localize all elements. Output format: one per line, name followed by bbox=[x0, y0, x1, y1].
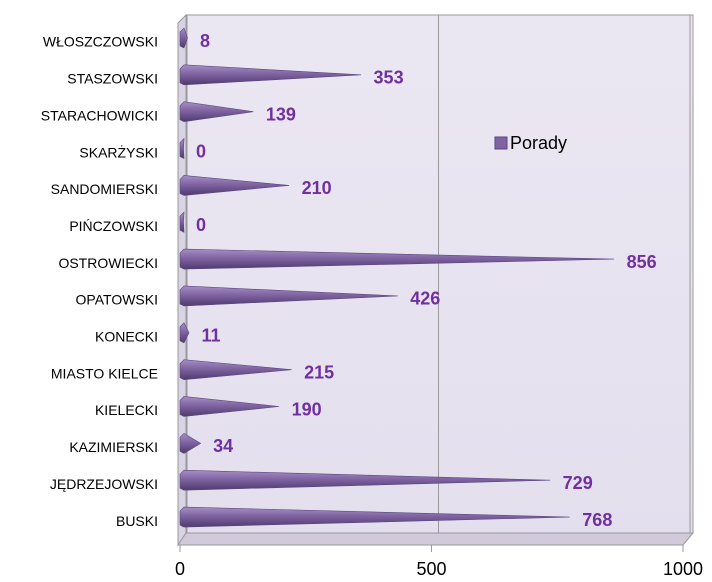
x-tick-label: 0 bbox=[175, 559, 185, 579]
value-label: 353 bbox=[374, 68, 404, 88]
y-tick-label: KONECKI bbox=[95, 329, 158, 345]
value-label: 210 bbox=[302, 178, 332, 198]
y-tick-label: OSTROWIECKI bbox=[58, 255, 158, 271]
value-label: 8 bbox=[200, 31, 210, 51]
legend-label: Porady bbox=[510, 133, 567, 153]
bar bbox=[179, 211, 185, 233]
bar bbox=[179, 359, 292, 380]
bar bbox=[179, 64, 362, 86]
bar bbox=[179, 137, 185, 160]
value-label: 426 bbox=[410, 289, 440, 309]
value-label: 34 bbox=[213, 436, 233, 456]
value-label: 768 bbox=[582, 510, 612, 530]
bar bbox=[179, 506, 570, 528]
bar bbox=[179, 101, 254, 123]
y-tick-label: SANDOMIERSKI bbox=[51, 181, 158, 197]
value-label: 139 bbox=[266, 104, 296, 124]
bar bbox=[179, 27, 188, 49]
y-tick-label: JĘDRZEJOWSKI bbox=[50, 476, 158, 492]
y-tick-label: BUSKI bbox=[116, 513, 158, 529]
y-tick-label: KAZIMIERSKI bbox=[69, 439, 158, 455]
left-wall bbox=[177, 13, 187, 547]
y-tick-label: PIŃCZOWSKI bbox=[69, 218, 158, 234]
y-tick-label: WŁOSZCZOWSKI bbox=[43, 34, 158, 50]
bar bbox=[179, 396, 280, 417]
bar bbox=[179, 175, 290, 196]
bar bbox=[179, 469, 551, 491]
y-tick-label: KIELECKI bbox=[95, 402, 158, 418]
bar bbox=[179, 432, 202, 454]
y-tick-label: STASZOWSKI bbox=[67, 71, 158, 87]
back-wall bbox=[185, 14, 694, 534]
value-label: 0 bbox=[196, 141, 206, 161]
value-label: 215 bbox=[304, 362, 334, 382]
floor bbox=[177, 532, 695, 546]
y-tick-label: STARACHOWICKI bbox=[41, 107, 158, 123]
value-label: 190 bbox=[292, 399, 322, 419]
bar bbox=[179, 322, 190, 344]
y-tick-label: MIASTO KIELCE bbox=[51, 365, 158, 381]
bar bbox=[179, 248, 615, 270]
x-tick-label: 1000 bbox=[663, 559, 703, 579]
legend-swatch bbox=[494, 136, 508, 150]
value-label: 11 bbox=[202, 326, 221, 346]
bar bbox=[179, 285, 398, 307]
value-label: 856 bbox=[627, 252, 657, 272]
y-tick-label: OPATOWSKI bbox=[76, 292, 158, 308]
x-tick-label: 500 bbox=[416, 559, 446, 579]
value-label: 0 bbox=[196, 215, 206, 235]
y-tick-label: SKARŻYSKI bbox=[79, 143, 158, 160]
value-label: 729 bbox=[563, 473, 593, 493]
